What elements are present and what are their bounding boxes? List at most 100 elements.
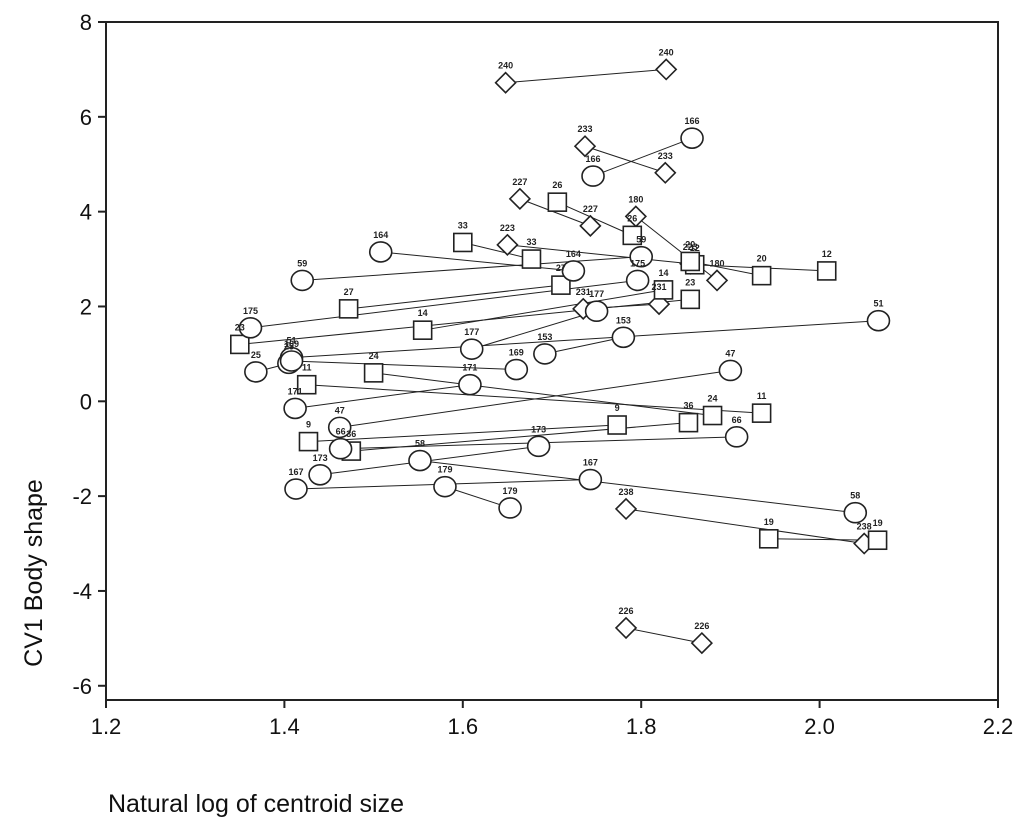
point-label: 175 [630,258,645,268]
point-label: 58 [415,439,425,449]
x-tick-label: 1.6 [448,714,479,739]
y-axis-title: CV1 Body shape [20,479,48,667]
plot-frame [105,21,999,701]
point-label: 47 [335,405,345,415]
point-label: 175 [243,306,258,316]
pair-line [507,244,691,265]
diamond-marker [494,71,517,94]
y-axis-ticks: -6 -4 -2 0 2 4 6 8 [72,10,106,699]
pair-line [380,251,574,272]
point-label: 173 [313,453,328,463]
circle-marker [459,338,484,360]
pair-line [422,289,664,331]
point-label: 51 [873,299,883,309]
square-marker [867,530,888,551]
point-label: 171 [462,363,477,373]
point-label: 167 [583,458,598,468]
square-marker [653,280,674,300]
x-tick-label: 2.2 [983,714,1013,739]
square-marker [751,403,772,423]
circle-marker [629,245,654,268]
point-label: 47 [725,348,735,358]
square-marker [521,249,542,269]
point-label: 20 [685,239,695,249]
point-label: 36 [346,429,356,439]
point-label: 169 [284,339,299,349]
circle-marker [561,260,586,282]
point-label: 180 [710,258,725,268]
circle-marker [584,300,609,323]
y-tick-label: -6 [72,674,92,699]
square-marker [607,415,627,435]
diamond-marker [705,269,729,292]
y-tick-label: 8 [80,10,92,35]
point-label: 33 [526,237,536,247]
pair-line [544,336,624,355]
point-label: 36 [683,401,693,411]
pair-line [557,201,633,236]
point-label: 179 [437,465,452,475]
circle-marker [284,478,308,500]
point-label: 51 [287,336,297,346]
x-tick-label: 1.8 [626,714,657,739]
point-label: 164 [566,249,581,259]
point-label: 19 [873,518,883,528]
square-marker [816,261,837,281]
pair-line [302,256,642,281]
x-tick-label: 1.2 [91,714,122,739]
square-marker [296,374,317,395]
square-marker [230,334,250,355]
circle-marker [498,497,522,519]
x-tick-label: 1.4 [269,714,300,739]
square-marker [551,275,571,295]
circle-marker [578,468,603,491]
pair-line [625,508,865,545]
pair-line [592,137,693,177]
pair-line [291,320,879,359]
square-marker [680,289,701,310]
circle-marker [526,435,551,458]
point-label: 12 [690,243,700,253]
point-label: 33 [458,220,468,230]
point-label: 59 [297,258,307,268]
point-label: 24 [369,351,379,361]
point-label: 164 [373,230,388,240]
square-marker [622,225,643,246]
circle-marker [533,343,557,365]
point-label: 177 [589,289,604,299]
circle-marker [238,317,263,339]
pair-line [373,372,713,417]
point-label: 231 [576,287,591,297]
diamond-marker [614,616,638,640]
point-label: 26 [627,213,637,223]
pair-line [519,198,591,227]
point-label: 233 [577,124,592,134]
point-label: 9 [615,403,620,413]
pair-line [625,627,702,644]
point-label: 25 [284,341,294,351]
point-label: 223 [500,223,515,233]
pair-line [471,310,597,350]
point-label: 26 [552,180,562,190]
point-label: 233 [658,151,673,161]
x-axis-ticks: 1.2 1.4 1.6 1.8 2.0 2.2 [91,700,1013,739]
point-label: 227 [583,204,598,214]
point-label: 177 [464,327,479,337]
point-label: 166 [586,154,601,164]
diamond-marker [614,497,638,521]
point-label: 240 [498,61,513,71]
circle-marker [866,309,891,332]
point-label: 173 [531,424,546,434]
diamond-marker [655,58,678,81]
pair-line [348,284,561,310]
point-label: 58 [850,491,860,501]
point-label: 27 [344,287,354,297]
pair-line [239,298,691,345]
diamond-marker [579,214,602,238]
y-tick-label: -2 [72,484,92,509]
circle-marker [724,426,749,448]
point-label: 171 [288,386,303,396]
circle-marker [308,463,332,486]
square-marker [452,232,473,253]
y-tick-label: 2 [80,294,92,319]
